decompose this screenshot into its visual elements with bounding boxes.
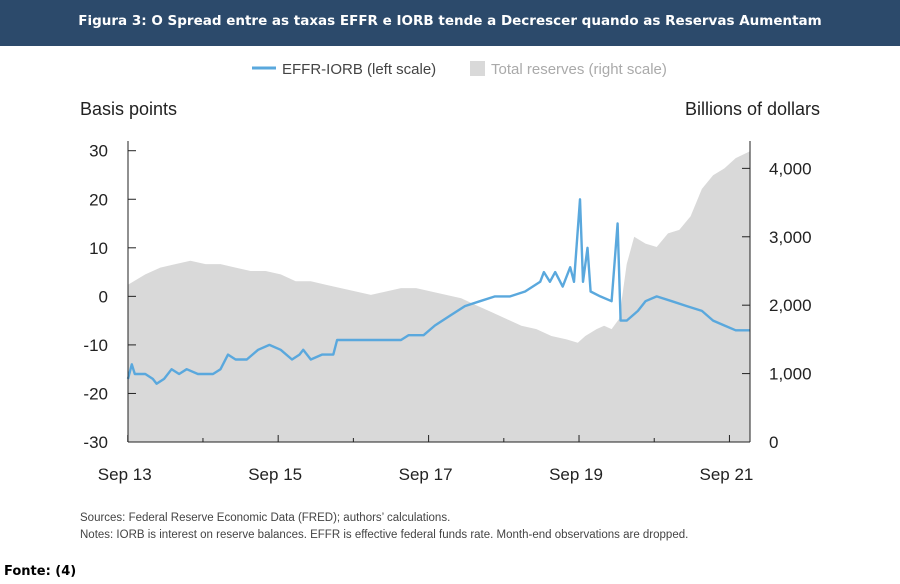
left-tick-label: -10: [83, 336, 108, 355]
left-tick-label: 30: [89, 142, 108, 161]
reserves-area-layer: [128, 151, 750, 443]
axes-layer: 30 20 10 0 -10 -20 -30 4,000 3,000 2,000 1,000 0 Sep…: [83, 141, 812, 484]
x-tick-label: Sep 19: [549, 465, 603, 484]
figure-title-bar: Figura 3: O Spread entre as taxas EFFR e…: [0, 0, 900, 46]
left-axis-label: Basis points: [80, 99, 177, 119]
spread-line-layer: [126, 198, 750, 385]
right-tick-label: 2,000: [769, 296, 812, 315]
legend-line-label: EFFR-IORB (left scale): [282, 61, 436, 78]
x-tick-label: Sep 17: [399, 465, 453, 484]
left-tick-label: -20: [83, 384, 108, 403]
right-tick-label: 3,000: [769, 228, 812, 247]
total-reserves-area: [128, 151, 750, 443]
left-tick-label: 20: [89, 190, 108, 209]
figure-title: Figura 3: O Spread entre as taxas EFFR e…: [78, 13, 822, 29]
source-label: Fonte: (4): [4, 564, 77, 579]
sources-note: Sources: Federal Reserve Economic Data (…: [80, 512, 451, 524]
left-tick-label: -30: [83, 433, 108, 452]
effr-iorb-line: [126, 198, 750, 385]
left-tick-label: 0: [99, 287, 108, 306]
spread-reserves-chart: EFFR-IORB (left scale) Total reserves (r…: [80, 61, 820, 484]
right-tick-label: 0: [769, 433, 778, 452]
chart-legend: EFFR-IORB (left scale) Total reserves (r…: [252, 61, 667, 78]
legend-area-label: Total reserves (right scale): [491, 61, 667, 78]
x-tick-label: Sep 15: [248, 465, 302, 484]
right-tick-label: 4,000: [769, 159, 812, 178]
right-axis-label: Billions of dollars: [685, 99, 820, 119]
x-tick-label: Sep 13: [98, 465, 152, 484]
x-tick-label: Sep 21: [699, 465, 753, 484]
notes-text: Notes: IORB is interest on reserve balan…: [80, 529, 689, 541]
right-tick-label: 1,000: [769, 365, 812, 384]
left-tick-label: 10: [89, 239, 108, 258]
legend-area-swatch: [470, 61, 485, 76]
